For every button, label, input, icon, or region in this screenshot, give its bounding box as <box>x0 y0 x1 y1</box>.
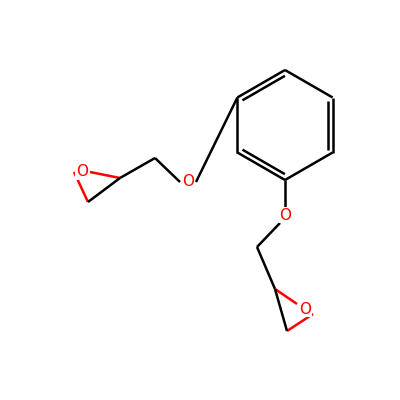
Text: O: O <box>76 164 88 180</box>
Text: O: O <box>279 208 291 222</box>
Text: O: O <box>299 302 311 316</box>
Text: O: O <box>182 174 194 190</box>
